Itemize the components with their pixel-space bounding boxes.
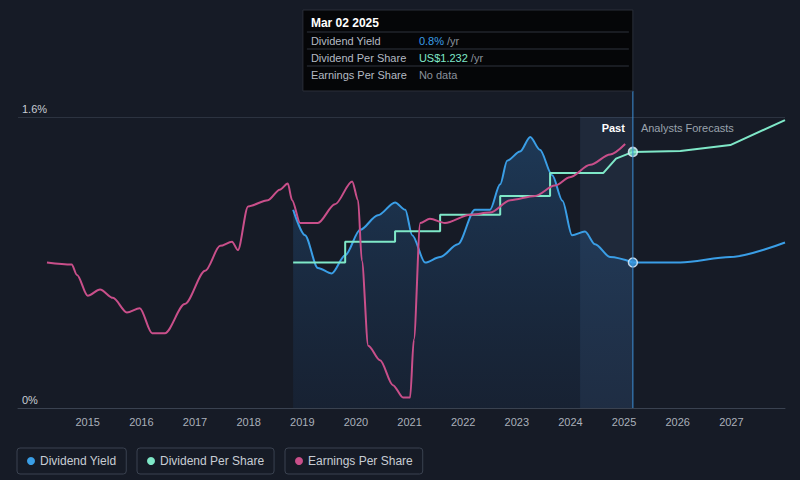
- svg-text:Mar 02 2025: Mar 02 2025: [311, 16, 379, 30]
- svg-text:2017: 2017: [183, 416, 207, 428]
- svg-text:0.8%: 0.8%: [419, 35, 444, 47]
- svg-text:Past: Past: [602, 122, 626, 134]
- svg-text:Earnings Per Share: Earnings Per Share: [308, 454, 413, 468]
- svg-text:2020: 2020: [344, 416, 368, 428]
- svg-text:Dividend Per Share: Dividend Per Share: [160, 454, 264, 468]
- svg-text:2025: 2025: [612, 416, 636, 428]
- svg-text:1.6%: 1.6%: [22, 103, 47, 115]
- svg-text:2023: 2023: [505, 416, 529, 428]
- svg-text:Earnings Per Share: Earnings Per Share: [311, 69, 407, 81]
- svg-text:Dividend Per Share: Dividend Per Share: [311, 52, 406, 64]
- svg-text:2021: 2021: [397, 416, 421, 428]
- svg-text:2019: 2019: [290, 416, 314, 428]
- svg-text:No data: No data: [419, 69, 458, 81]
- svg-text:2026: 2026: [665, 416, 689, 428]
- svg-text:2022: 2022: [451, 416, 475, 428]
- svg-text:2016: 2016: [129, 416, 153, 428]
- svg-text:2018: 2018: [236, 416, 260, 428]
- svg-text:0%: 0%: [22, 394, 38, 406]
- svg-text:2024: 2024: [558, 416, 582, 428]
- svg-text:US$1.232: US$1.232: [419, 52, 468, 64]
- svg-text:2027: 2027: [719, 416, 743, 428]
- svg-text:/yr: /yr: [447, 35, 460, 47]
- svg-text:Analysts Forecasts: Analysts Forecasts: [641, 122, 734, 134]
- svg-text:Dividend Yield: Dividend Yield: [311, 35, 381, 47]
- svg-text:/yr: /yr: [471, 52, 484, 64]
- svg-text:2015: 2015: [75, 416, 99, 428]
- svg-text:Dividend Yield: Dividend Yield: [40, 454, 116, 468]
